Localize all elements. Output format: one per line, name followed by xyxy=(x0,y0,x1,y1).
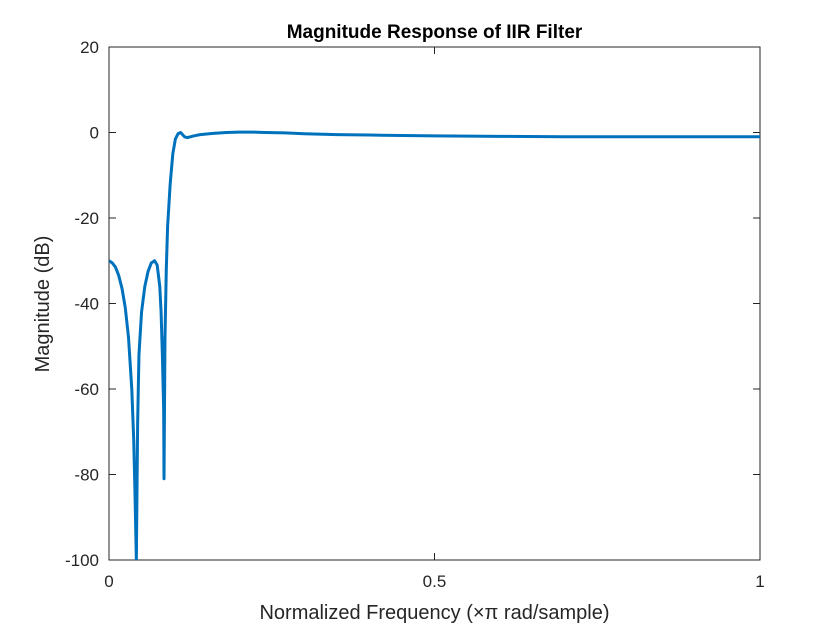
plot-area xyxy=(108,46,761,561)
x-tick-label: 0.5 xyxy=(423,572,447,591)
y-tick-label: -20 xyxy=(74,209,99,228)
y-axis-label: Magnitude (dB) xyxy=(32,236,54,373)
chart-title: Magnitude Response of IIR Filter xyxy=(287,22,583,43)
y-tick-label: -100 xyxy=(65,551,99,570)
series-line-0 xyxy=(109,130,760,560)
x-tick-label: 0 xyxy=(104,572,113,591)
x-tick-label: 1 xyxy=(755,572,764,591)
x-axis-label: Normalized Frequency (×π rad/sample) xyxy=(259,602,609,624)
y-tick-label: -80 xyxy=(74,466,99,485)
y-tick-label: 0 xyxy=(90,124,99,143)
y-tick-label: -60 xyxy=(74,380,99,399)
y-tick-label: -40 xyxy=(74,295,99,314)
y-tick-label: 20 xyxy=(80,38,99,57)
